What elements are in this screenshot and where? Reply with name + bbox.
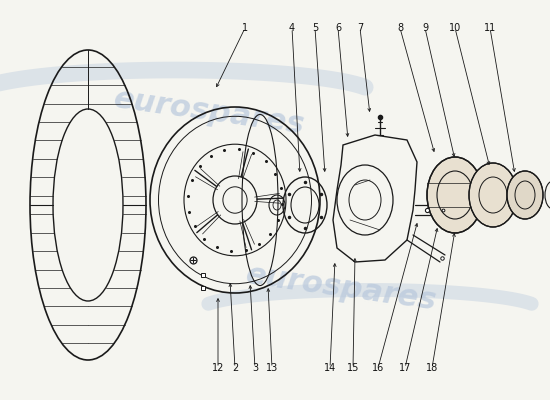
Text: 7: 7 <box>357 23 363 33</box>
Ellipse shape <box>469 163 517 227</box>
Text: 13: 13 <box>266 363 278 373</box>
Ellipse shape <box>427 157 483 233</box>
Ellipse shape <box>507 171 543 219</box>
Text: 9: 9 <box>422 23 428 33</box>
Text: 6: 6 <box>335 23 341 33</box>
Text: 11: 11 <box>484 23 496 33</box>
Text: 12: 12 <box>212 363 224 373</box>
Text: 17: 17 <box>399 363 411 373</box>
Text: eurospares: eurospares <box>244 260 438 316</box>
Text: 16: 16 <box>372 363 384 373</box>
Text: 4: 4 <box>289 23 295 33</box>
Text: 14: 14 <box>324 363 336 373</box>
Text: 8: 8 <box>397 23 403 33</box>
Text: 2: 2 <box>232 363 238 373</box>
Text: 15: 15 <box>347 363 359 373</box>
Text: 18: 18 <box>426 363 438 373</box>
Text: eurospares: eurospares <box>112 84 306 140</box>
Text: 10: 10 <box>449 23 461 33</box>
Text: 3: 3 <box>252 363 258 373</box>
Text: 5: 5 <box>312 23 318 33</box>
Text: 1: 1 <box>242 23 248 33</box>
